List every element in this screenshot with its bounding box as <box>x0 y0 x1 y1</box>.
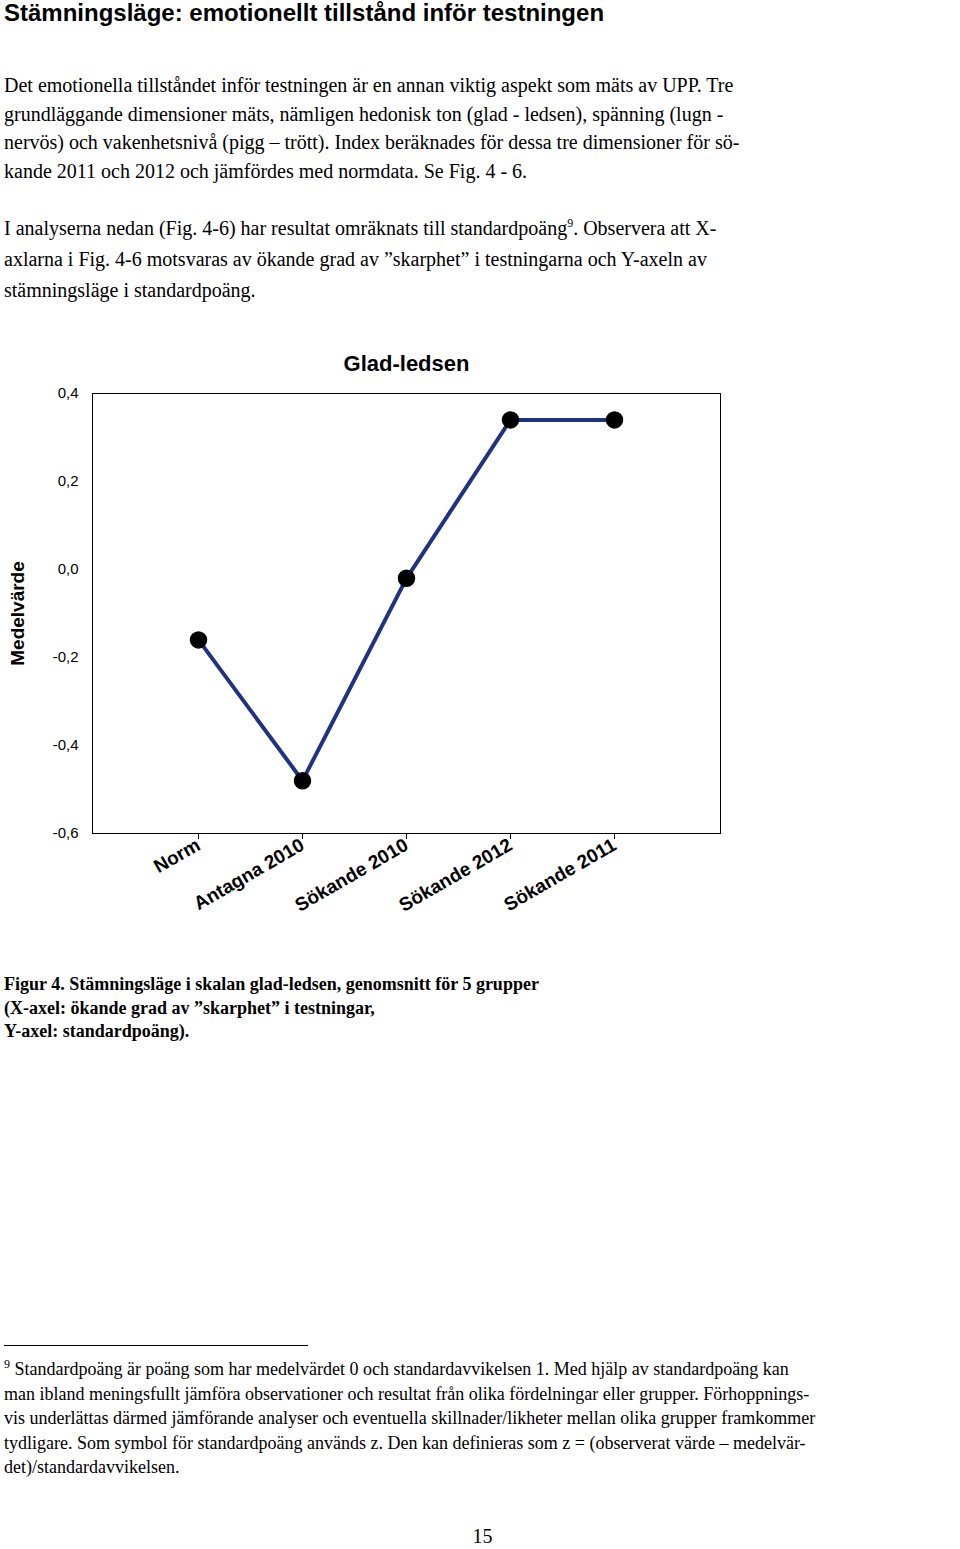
svg-text:Sökande 2011: Sökande 2011 <box>500 834 620 915</box>
svg-text:Sökande 2012: Sökande 2012 <box>395 834 515 916</box>
html-text:Figur 4. Stämningsläge i skala: Figur 4. Stämningsläge i skalan glad-led… <box>4 974 539 994</box>
svg-text:Glad-ledsen: Glad-ledsen <box>344 351 470 376</box>
html-text:9Standardpoäng är poäng som ha: 9Standardpoäng är poäng som har medelvär… <box>4 1357 789 1379</box>
svg-text:-0,6: -0,6 <box>53 824 79 841</box>
html-text:(X-axel: ökande grad av ”skarp: (X-axel: ökande grad av ”skarphet” i tes… <box>4 997 375 1018</box>
svg-text:Norm: Norm <box>150 834 203 877</box>
svg-text:0,2: 0,2 <box>58 472 79 489</box>
html-text:man ibland meningsfullt jämför: man ibland meningsfullt jämföra observat… <box>4 1383 810 1404</box>
html-text:Det emotionella tillståndet in: Det emotionella tillståndet inför testni… <box>4 74 734 96</box>
svg-text:0,4: 0,4 <box>58 384 79 401</box>
svg-text:0,0: 0,0 <box>58 560 79 577</box>
html-text:stämningsläge i standardpoäng.: stämningsläge i standardpoäng. <box>4 279 256 301</box>
svg-text:-0,4: -0,4 <box>53 736 79 753</box>
html-text:nervös) och vakenhetsnivå (pig: nervös) och vakenhetsnivå (pigg – trött)… <box>4 131 740 153</box>
html-text:15: 15 <box>472 1525 493 1547</box>
html-text:vis underlättas därmed jämföra: vis underlättas därmed jämförande analys… <box>4 1408 816 1428</box>
html-text:det)/standardavvikelsen.: det)/standardavvikelsen. <box>4 1457 180 1477</box>
html-text:Y-axel: standardpoäng).: Y-axel: standardpoäng). <box>4 1021 190 1041</box>
html-text:axlarna i Fig. 4-6 motsvaras a: axlarna i Fig. 4-6 motsvaras av ökande g… <box>4 248 707 270</box>
svg-text:Sökande 2010: Sökande 2010 <box>291 834 411 916</box>
svg-text:-0,2: -0,2 <box>53 648 79 665</box>
html-text:tydligare. Som symbol för stan: tydligare. Som symbol för standardpoäng … <box>4 1432 806 1453</box>
svg-text:Medelvärde: Medelvärde <box>7 561 28 666</box>
html-text:grundläggande dimensioner mäts: grundläggande dimensioner mäts, nämligen… <box>4 102 724 125</box>
html-text:I analyserna nedan (Fig. 4-6): I analyserna nedan (Fig. 4-6) har result… <box>4 216 717 239</box>
html-text:kande 2011 och 2012 och jämför: kande 2011 och 2012 och jämfördes med no… <box>4 159 527 182</box>
svg-text:Antagna 2010: Antagna 2010 <box>190 834 307 914</box>
html-text:Stämningsläge: emotionellt til: Stämningsläge: emotionellt tillstånd inf… <box>4 0 604 26</box>
